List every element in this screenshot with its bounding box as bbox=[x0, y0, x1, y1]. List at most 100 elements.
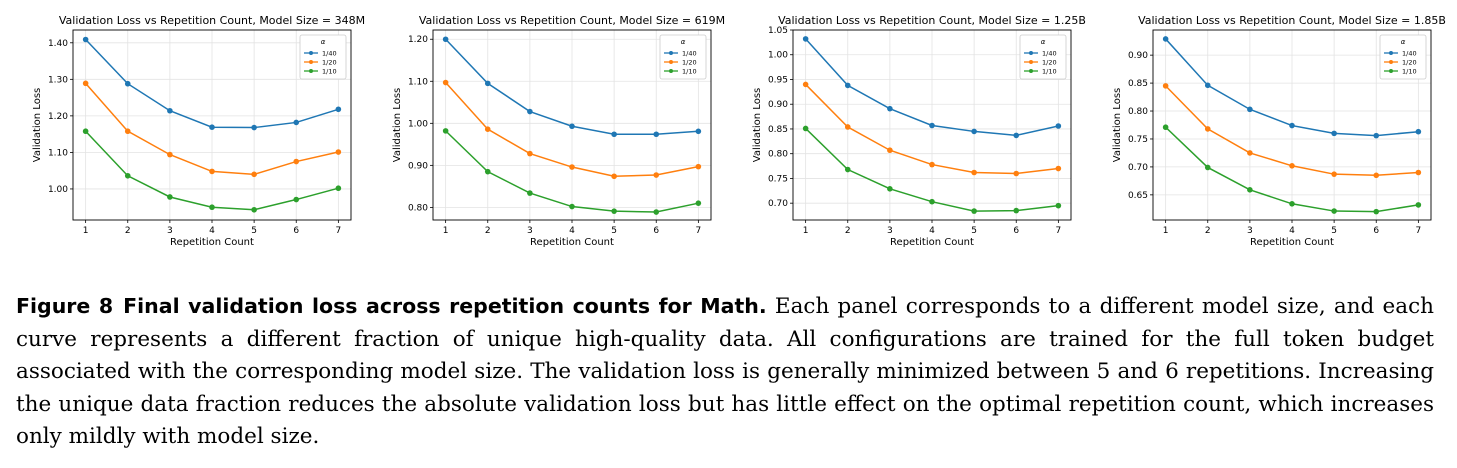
data-point bbox=[484, 126, 491, 133]
data-point bbox=[82, 36, 89, 43]
data-point bbox=[251, 171, 257, 178]
data-point bbox=[1247, 106, 1253, 113]
y-tick-label: 0.80 bbox=[1128, 107, 1148, 117]
data-point bbox=[167, 107, 173, 114]
y-tick-label: 0.65 bbox=[1128, 191, 1148, 201]
data-point bbox=[611, 131, 617, 138]
y-axis-label: Validation Loss bbox=[32, 88, 43, 163]
data-point bbox=[1247, 150, 1253, 156]
legend-marker bbox=[309, 69, 313, 73]
data-point bbox=[82, 80, 89, 87]
x-tick-label: 7 bbox=[335, 226, 341, 236]
x-tick-label: 4 bbox=[569, 226, 575, 236]
y-tick-label: 0.90 bbox=[408, 161, 428, 171]
data-point bbox=[124, 80, 131, 87]
x-tick-label: 7 bbox=[1415, 226, 1421, 236]
data-point bbox=[971, 169, 977, 176]
legend-label: 1/40 bbox=[322, 50, 337, 58]
x-axis-label: Repetition Count bbox=[170, 237, 254, 248]
data-point bbox=[929, 122, 935, 129]
data-point bbox=[527, 190, 533, 196]
x-tick-label: 4 bbox=[1289, 226, 1295, 236]
legend-box bbox=[299, 34, 347, 80]
data-point bbox=[1331, 171, 1337, 177]
data-point bbox=[1289, 200, 1295, 207]
data-point bbox=[442, 79, 449, 86]
data-point bbox=[695, 128, 702, 135]
y-tick-label: 0.85 bbox=[768, 125, 788, 135]
figure-caption-body: Each panel corresponds to a different mo… bbox=[16, 294, 1434, 449]
figure-title: Final validation loss across repetition … bbox=[123, 294, 767, 318]
y-axis-label: Validation Loss bbox=[752, 88, 763, 163]
y-tick-label: 0.80 bbox=[408, 203, 428, 213]
y-tick-label: 0.85 bbox=[1128, 79, 1148, 89]
y-tick-label: 0.95 bbox=[768, 75, 788, 85]
y-tick-label: 1.05 bbox=[768, 26, 788, 36]
legend-box bbox=[659, 34, 707, 80]
data-point bbox=[1162, 83, 1169, 89]
y-tick-label: 0.70 bbox=[768, 199, 788, 209]
data-point bbox=[887, 105, 893, 112]
figure-label: Figure 8 bbox=[16, 294, 114, 318]
y-axis-label: Validation Loss bbox=[1112, 88, 1123, 163]
data-point bbox=[1055, 202, 1062, 209]
data-point bbox=[929, 198, 935, 205]
chart-title: Validation Loss vs Repetition Count, Mod… bbox=[419, 14, 725, 27]
chart-panel-619m: Validation Loss vs Repetition Count, Mod… bbox=[392, 14, 725, 248]
data-point bbox=[844, 82, 851, 89]
y-tick-label: 0.75 bbox=[1128, 135, 1148, 145]
data-point bbox=[569, 203, 575, 210]
y-tick-label: 0.90 bbox=[768, 100, 788, 110]
plot-frame bbox=[792, 29, 1072, 221]
x-tick-label: 3 bbox=[887, 226, 893, 236]
data-point bbox=[653, 172, 660, 178]
data-point bbox=[1055, 123, 1062, 129]
data-point bbox=[971, 128, 977, 135]
chart-panel-1-25b: Validation Loss vs Repetition Count, Mod… bbox=[752, 14, 1086, 248]
x-tick-label: 5 bbox=[611, 226, 617, 236]
x-tick-label: 1 bbox=[443, 226, 449, 236]
x-tick-label: 5 bbox=[1331, 226, 1337, 236]
data-point bbox=[484, 168, 491, 175]
data-point bbox=[1013, 170, 1020, 177]
data-point bbox=[251, 206, 257, 213]
x-tick-label: 6 bbox=[1013, 226, 1019, 236]
data-point bbox=[844, 124, 851, 130]
data-point bbox=[527, 108, 533, 115]
legend-label: 1/10 bbox=[682, 68, 697, 76]
legend-label: 1/20 bbox=[1042, 59, 1057, 67]
chart-title: Validation Loss vs Repetition Count, Mod… bbox=[59, 14, 365, 27]
legend-title: α bbox=[681, 38, 686, 46]
legend-marker bbox=[1029, 51, 1033, 55]
x-tick-label: 6 bbox=[653, 226, 659, 236]
legend-marker bbox=[669, 69, 673, 73]
data-point bbox=[611, 173, 617, 180]
data-point bbox=[209, 124, 215, 130]
data-point bbox=[1415, 128, 1422, 135]
data-point bbox=[802, 36, 809, 42]
legend-marker bbox=[669, 60, 673, 64]
data-point bbox=[653, 131, 660, 138]
legend-label: 1/40 bbox=[682, 50, 697, 58]
legend-label: 1/10 bbox=[1402, 68, 1417, 76]
data-point bbox=[82, 128, 89, 135]
chart-panel-1-85b: Validation Loss vs Repetition Count, Mod… bbox=[1112, 14, 1446, 248]
x-tick-label: 7 bbox=[695, 226, 701, 236]
data-point bbox=[1373, 132, 1380, 139]
y-tick-label: 1.00 bbox=[768, 51, 788, 61]
x-tick-label: 7 bbox=[1055, 226, 1061, 236]
x-axis-label: Repetition Count bbox=[890, 237, 974, 248]
data-point bbox=[1415, 202, 1422, 208]
data-point bbox=[695, 163, 702, 170]
data-point bbox=[484, 80, 491, 87]
legend-title: α bbox=[1401, 38, 1406, 46]
data-point bbox=[1162, 124, 1169, 131]
data-point bbox=[887, 186, 893, 192]
data-point bbox=[611, 208, 617, 214]
data-point bbox=[527, 150, 533, 157]
y-tick-label: 1.20 bbox=[48, 112, 68, 122]
legend-box bbox=[1379, 34, 1427, 80]
data-point bbox=[1289, 122, 1295, 129]
data-point bbox=[167, 151, 173, 158]
x-tick-label: 3 bbox=[1247, 226, 1253, 236]
